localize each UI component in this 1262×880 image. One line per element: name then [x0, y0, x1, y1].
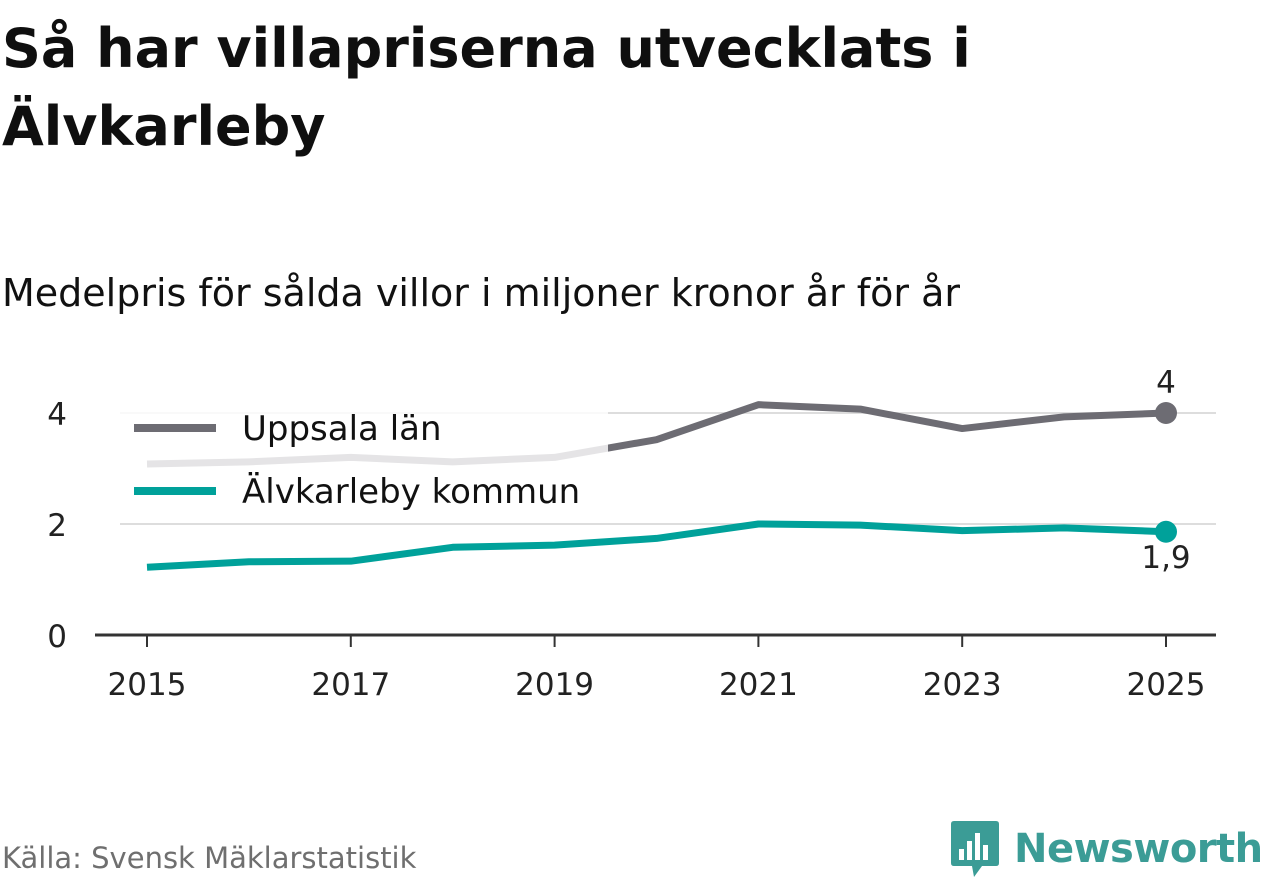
- chart-title: Så har villapriserna utvecklats i Älvkar…: [2, 17, 971, 158]
- x-tick-label: 2017: [311, 667, 390, 703]
- x-tick-label: 2025: [1127, 667, 1206, 703]
- legend-label-0: Uppsala län: [242, 409, 442, 449]
- axes: 0 2 4 2015 2017 2019 2021 2023 2025: [47, 397, 1216, 703]
- data-label-end: 1,9: [1141, 540, 1190, 576]
- y-tick-label: 4: [47, 397, 67, 433]
- y-tick-label: 2: [47, 508, 67, 544]
- brand-logo-group[interactable]: Newsworthy: [950, 818, 1262, 880]
- series-line-1: [146, 520, 1167, 571]
- x-tick-label: 2015: [108, 667, 187, 703]
- y-tick-label: 0: [47, 619, 67, 655]
- data-label-end: 4: [1156, 365, 1176, 401]
- chart-subtitle: Medelpris för sålda villor i miljoner kr…: [2, 271, 961, 315]
- source-note: Källa: Svensk Mäklarstatistik: [2, 841, 417, 875]
- series-endpoint-1: [1155, 520, 1177, 543]
- x-tick-label: 2021: [719, 667, 798, 703]
- series-endpoint-0: [1155, 402, 1177, 424]
- newsworthy-logo-icon: [951, 821, 999, 877]
- legend: Uppsala län Älvkarleby kommun: [120, 409, 608, 522]
- x-tick-label: 2019: [515, 667, 594, 703]
- legend-label-1: Älvkarleby kommun: [242, 472, 580, 512]
- brand-name: Newsworthy: [1014, 826, 1262, 872]
- x-tick-label: 2023: [923, 667, 1002, 703]
